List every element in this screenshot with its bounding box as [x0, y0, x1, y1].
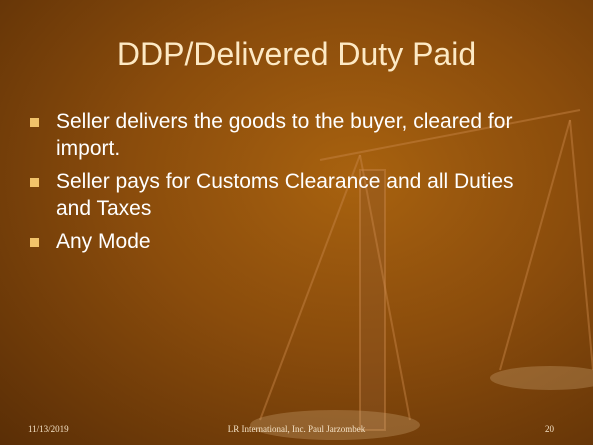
bullet-list: Seller delivers the goods to the buyer, …: [30, 108, 550, 261]
bullet: Any Mode: [30, 228, 550, 255]
footer-center: LR International, Inc. Paul Jarzombek: [227, 424, 366, 434]
slide-title: DDP/Delivered Duty Paid: [116, 36, 477, 72]
bullet: Seller delivers the goods to the buyer, …: [30, 108, 550, 162]
bullet: Seller pays for Customs Clearance and al…: [30, 168, 550, 222]
footer-date: 11/13/2019: [28, 424, 69, 434]
page-number: 20: [545, 424, 554, 434]
